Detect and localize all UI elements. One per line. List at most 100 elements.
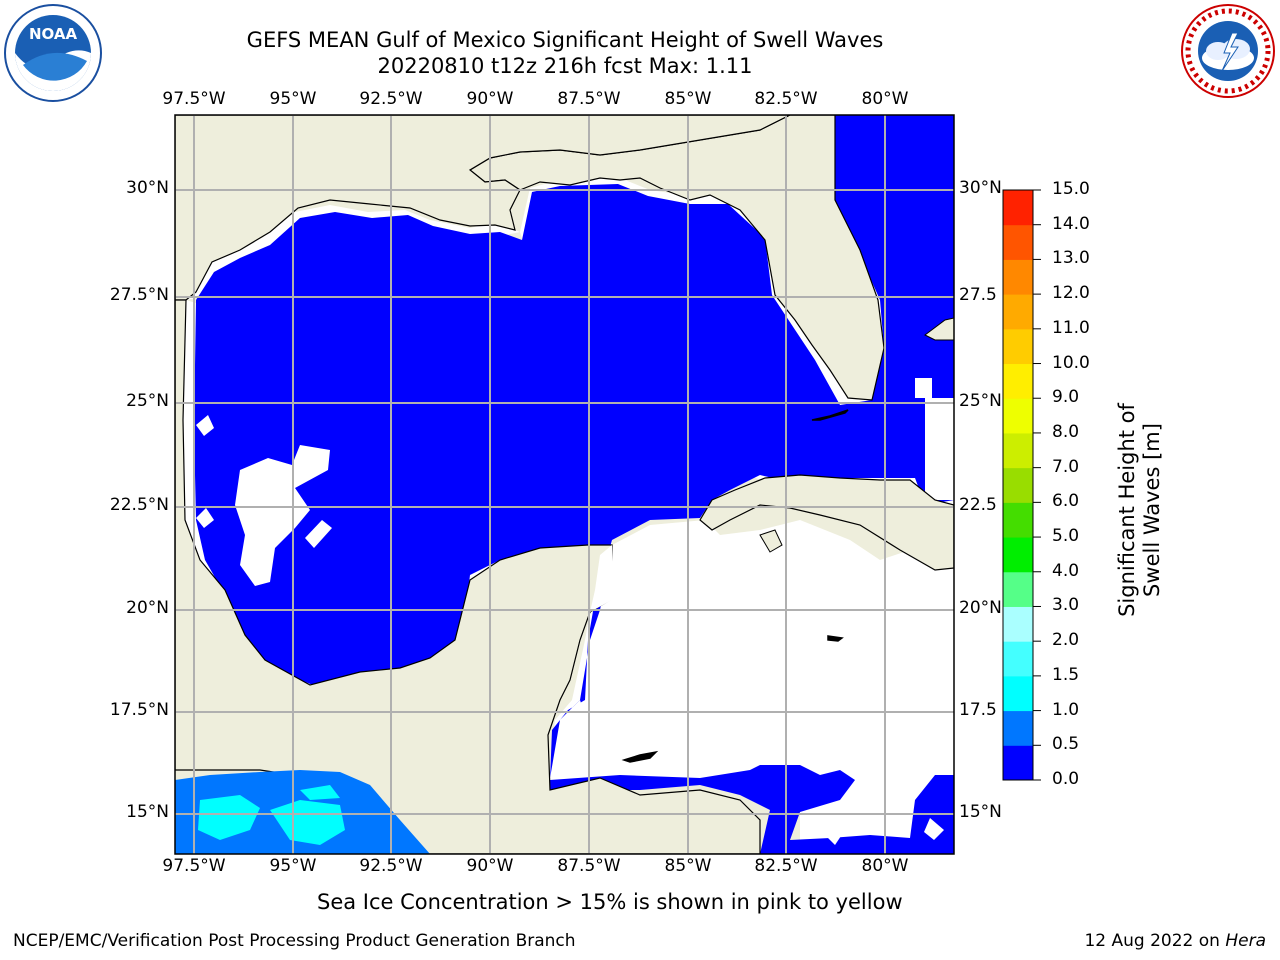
lon-tick-label-top: 80°W bbox=[861, 89, 909, 109]
map-frame bbox=[174, 114, 955, 855]
colorbar-tick-label: 13.0 bbox=[1052, 248, 1090, 269]
colorbar-tick-label: 1.5 bbox=[1052, 664, 1080, 685]
colorbar-segment bbox=[1003, 502, 1033, 538]
lon-tick-label-top: 97.5°W bbox=[162, 89, 226, 109]
pacific-ocean-high bbox=[270, 800, 345, 845]
noaa-logo-text: NOAA bbox=[29, 25, 78, 43]
lon-tick-label-top: 87.5°W bbox=[557, 89, 621, 109]
colorbar-segment bbox=[1003, 675, 1033, 712]
colorbar-tick-label: 15.0 bbox=[1052, 179, 1090, 199]
colorbar-tick-label: 11.0 bbox=[1052, 317, 1090, 338]
lat-tick-label-left: 20°N bbox=[126, 598, 169, 618]
lon-tick-label-bottom: 85°W bbox=[664, 856, 712, 876]
sea-ice-caption: Sea Ice Concentration > 15% is shown in … bbox=[317, 890, 903, 914]
chart-title: GEFS MEAN Gulf of Mexico Significant Hei… bbox=[246, 28, 884, 52]
nodata-patch bbox=[915, 378, 932, 398]
colorbar-tick-label: 7.0 bbox=[1052, 456, 1080, 477]
colorbar-segment bbox=[1003, 398, 1033, 434]
nws-logo bbox=[1181, 4, 1275, 98]
colorbar-segment bbox=[1003, 606, 1033, 642]
lat-tick-label-left: 22.5°N bbox=[109, 495, 169, 515]
colorbar-tick-label: 12.0 bbox=[1052, 283, 1090, 304]
pacific-ocean-high bbox=[198, 795, 260, 840]
colorbar-segment bbox=[1003, 328, 1033, 365]
colorbar-segment bbox=[1003, 259, 1033, 295]
lat-tick-label-left: 17.5°N bbox=[109, 700, 169, 720]
colorbar-tick-label: 0.0 bbox=[1052, 769, 1080, 789]
colorbar-segment bbox=[1003, 363, 1033, 399]
colorbar-segment bbox=[1003, 294, 1033, 330]
colorbar-tick-label: 4.0 bbox=[1052, 560, 1080, 581]
colorbar-segment bbox=[1003, 571, 1033, 607]
island bbox=[827, 635, 844, 642]
lon-tick-label-top: 92.5°W bbox=[359, 89, 423, 109]
lat-tick-label-left: 30°N bbox=[126, 178, 169, 198]
colorbar-tick-label: 3.0 bbox=[1052, 595, 1080, 616]
isla-juventud bbox=[759, 529, 783, 553]
colorbar-tick-label: 2.0 bbox=[1052, 630, 1080, 651]
lat-tick-label-right: 22.5 bbox=[959, 495, 997, 515]
lon-tick-label-bottom: 87.5°W bbox=[557, 856, 621, 876]
colorbar-segment bbox=[1003, 710, 1033, 746]
colorbar-segment bbox=[1003, 537, 1033, 573]
island bbox=[621, 750, 659, 763]
colorbar-tick-label: 14.0 bbox=[1052, 213, 1090, 234]
graticule bbox=[175, 115, 954, 854]
nodata-patch bbox=[235, 445, 330, 586]
lat-tick-label-right: 30°N bbox=[959, 178, 1002, 198]
nodata-patch bbox=[196, 415, 214, 436]
pacific-ocean-high bbox=[300, 785, 340, 800]
lat-tick-label-right: 27.5 bbox=[959, 285, 997, 305]
colorbar-segment bbox=[1003, 224, 1033, 260]
chart-subtitle: 20220810 t12z 216h fcst Max: 1.11 bbox=[377, 54, 753, 78]
colorbar-frame bbox=[1002, 189, 1034, 781]
cuba-land bbox=[699, 474, 954, 571]
lat-tick-label-right: 15°N bbox=[959, 802, 1002, 822]
nodata-patch bbox=[924, 818, 944, 840]
lon-tick-label-bottom: 97.5°W bbox=[162, 856, 226, 876]
colorbar bbox=[1003, 189, 1041, 781]
noaa-logo: NOAA bbox=[4, 4, 102, 102]
lat-tick-label-left: 27.5°N bbox=[109, 285, 169, 305]
colorbar-tick-label: 8.0 bbox=[1052, 421, 1080, 442]
colorbar-title: Significant Height of Swell Waves [m] bbox=[1115, 403, 1164, 617]
colorbar-tick-label: 10.0 bbox=[1052, 352, 1090, 373]
colorbar-tick-label: 0.5 bbox=[1052, 734, 1080, 755]
lon-tick-label-top: 85°W bbox=[664, 89, 712, 109]
colorbar-segment bbox=[1003, 467, 1033, 503]
footer-host: Hera bbox=[1225, 931, 1266, 951]
island bbox=[811, 409, 849, 421]
nodata-patch bbox=[590, 545, 612, 612]
nodata-patch bbox=[825, 818, 845, 845]
lon-tick-label-top: 95°W bbox=[269, 89, 317, 109]
lat-tick-label-right: 20°N bbox=[959, 598, 1002, 618]
lon-tick-label-top: 90°W bbox=[466, 89, 514, 109]
lon-tick-label-bottom: 95°W bbox=[269, 856, 317, 876]
lat-tick-label-left: 15°N bbox=[126, 802, 169, 822]
footer-date: 12 Aug 2022 on Hera bbox=[1084, 931, 1266, 951]
footer-date-text: 12 Aug 2022 on bbox=[1084, 931, 1220, 951]
colorbar-segment bbox=[1003, 745, 1033, 781]
colorbar-segment bbox=[1003, 641, 1033, 677]
lat-tick-label-right: 25°N bbox=[959, 391, 1002, 411]
colorbar-segment bbox=[1003, 432, 1033, 469]
lat-tick-label-left: 25°N bbox=[126, 391, 169, 411]
colorbar-segment bbox=[1003, 190, 1033, 226]
bahamas-land bbox=[924, 317, 954, 341]
nodata-patch bbox=[560, 700, 585, 730]
lon-tick-label-top: 82.5°W bbox=[754, 89, 818, 109]
colorbar-tick-label: 6.0 bbox=[1052, 491, 1080, 512]
lat-tick-label-right: 17.5 bbox=[959, 700, 997, 720]
nodata-patch bbox=[305, 520, 332, 548]
nodata-patch bbox=[196, 508, 214, 528]
colorbar-tick-label: 5.0 bbox=[1052, 526, 1080, 547]
lon-tick-label-bottom: 90°W bbox=[466, 856, 514, 876]
lon-tick-label-bottom: 82.5°W bbox=[754, 856, 818, 876]
nodata-patch bbox=[925, 398, 954, 500]
colorbar-tick-label: 9.0 bbox=[1052, 387, 1080, 408]
colorbar-tick-label: 1.0 bbox=[1052, 699, 1080, 720]
lon-tick-label-bottom: 92.5°W bbox=[359, 856, 423, 876]
footer-credit: NCEP/EMC/Verification Post Processing Pr… bbox=[13, 931, 576, 951]
lon-tick-label-bottom: 80°W bbox=[861, 856, 909, 876]
